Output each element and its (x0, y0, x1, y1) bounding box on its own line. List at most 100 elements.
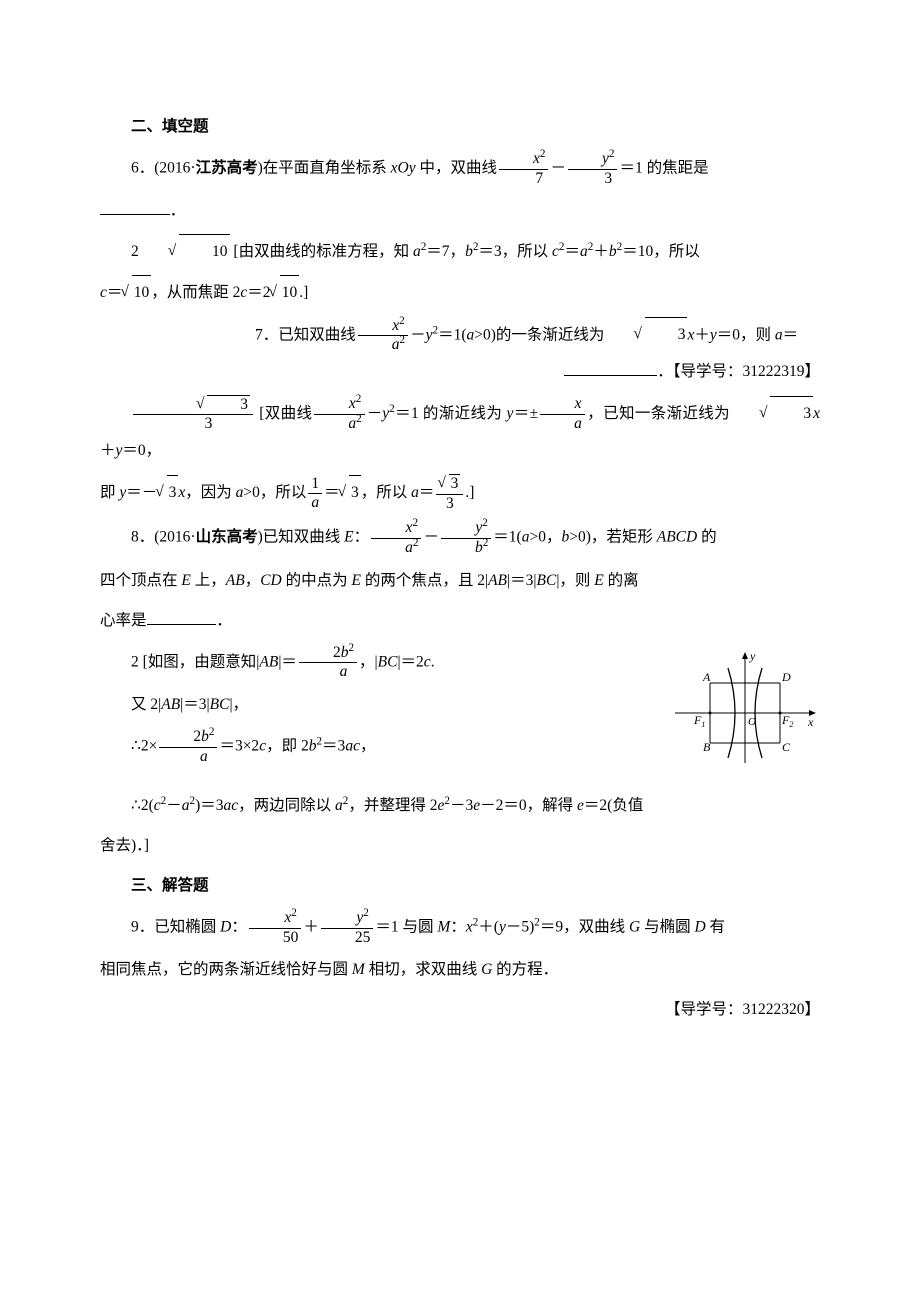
q7-sxan: x (540, 395, 585, 415)
q8-figure: A B C D F1 F2 O x y (670, 648, 820, 781)
q7-l2in: 1 (308, 475, 322, 495)
q6-2cval: 10 (280, 275, 300, 310)
q7-se1: ＝1 的渐近线为 (395, 405, 507, 422)
q9-pre: 9．已知椭圆 (131, 919, 220, 936)
q9-f2: y225 (321, 909, 374, 947)
q9-d50: 50 (249, 929, 302, 948)
q7-l2p: 即 (100, 484, 119, 501)
q7-sf: x2a2 (314, 395, 364, 433)
q6-blankdot: ． (170, 202, 186, 219)
q8-blank (147, 608, 217, 625)
q6-ab: a (580, 243, 588, 260)
q9-G: G (629, 919, 640, 936)
q9-x2: x (466, 919, 473, 936)
q7-aeq: a (775, 326, 783, 343)
q7-ss3: 3 (730, 396, 813, 431)
q7-gt0: >0)的一条渐近线为 (474, 326, 604, 343)
q8-sl4a: a (182, 797, 190, 814)
q9-M2: M (352, 961, 365, 978)
q6-c2v: ＝ (565, 243, 581, 260)
q8-AB2: AB (488, 572, 507, 589)
q8-sl2e: |＝3| (180, 696, 209, 713)
q8-sl3p: ∴2× (131, 738, 157, 755)
q7-l2m: ，因为 (185, 484, 235, 501)
q7-sol-2: 即 y＝－3x，因为 a>0，所以1a＝3，所以 a＝33.] (100, 474, 820, 513)
q9-e9: ＝9，双曲线 (540, 919, 629, 936)
q9-D: D (220, 919, 231, 936)
dot-F2 (779, 711, 782, 714)
label-y: y (749, 649, 756, 663)
q7-sol-1: 33 [双曲线x2a2－y2＝1 的渐近线为 y＝±xa，已知一条渐近线为3x＋… (100, 395, 820, 468)
q8-l2m2: 的中点为 (282, 572, 352, 589)
q6-minus: － (550, 160, 566, 177)
q7-ans: 33 (133, 395, 253, 434)
q7-pre: 7．已知双曲线 (255, 326, 356, 343)
q9-t1: 与椭圆 (640, 919, 694, 936)
q8-ga: >0， (529, 529, 561, 546)
q8-l2m3: 的两个焦点，且 2| (361, 572, 488, 589)
q9-body: 9．已知椭圆 D：x250＋y225＝1 与圆 M：x2＋(y－5)2＝9，双曲… (100, 909, 820, 947)
q8-body-2: 四个顶点在 E 上，AB，CD 的中点为 E 的两个焦点，且 2|AB|＝3|B… (100, 564, 820, 598)
q7-s3v: 3 (645, 317, 688, 352)
dot-F1 (709, 711, 712, 714)
q6-blank (100, 199, 170, 216)
q7-l2id: a (308, 494, 322, 513)
q8-sBC: BC (378, 653, 398, 670)
q8-f1: x2a2 (371, 519, 421, 557)
q7-l2res: 33 (436, 474, 463, 513)
q8-sl4e3: e (577, 797, 584, 814)
q7-eqend: ＝ (783, 326, 799, 343)
q8-sm: ，| (359, 653, 378, 670)
q7-sxa: xa (540, 395, 585, 433)
q7-l2inv: 1a (308, 475, 322, 513)
q7-minus: － (410, 326, 426, 343)
q8-db: b (475, 539, 483, 556)
q6-ans: 10 (179, 234, 230, 269)
q8-E: E (344, 529, 353, 546)
q7-ref: 【导学号：31222319】 (673, 363, 820, 380)
q8-sl4m3e: －3 (450, 797, 473, 814)
hyperbola-diagram: A B C D F1 F2 O x y (670, 648, 820, 768)
label-F1: F1 (693, 713, 705, 729)
q8-sl4mid: ，两边同除以 (238, 797, 335, 814)
q7-l2s3b: 3 (340, 475, 361, 510)
q9-col2: ： (450, 919, 466, 936)
q7-ss3v: 3 (770, 396, 813, 431)
q6-a: a (413, 243, 421, 260)
section-3-heading: 三、解答题 (100, 869, 820, 903)
q6-stail: ，从而焦距 2 (151, 284, 240, 301)
q9-G2: G (481, 961, 492, 978)
q6-bold: 江苏高考 (196, 160, 258, 177)
q8-sl2: 又 2| (131, 696, 161, 713)
q7-l2s3v: 3 (167, 475, 179, 510)
q8-sl2bc: BC (210, 696, 230, 713)
q6-scval: 10 (132, 275, 152, 310)
q8-da: a (405, 539, 413, 556)
q8-l2t: |，则 (556, 572, 594, 589)
q8-l2m: 上， (191, 572, 226, 589)
q8-sf1: 22bb2a (299, 644, 357, 682)
q9-ref: 【导学号：31222320】 (100, 993, 820, 1027)
q8-sl4e: )＝3 (195, 797, 223, 814)
q8-t1: )已知双曲线 (258, 529, 345, 546)
q8-sl4m: － (166, 797, 182, 814)
q6-t3: ＝1 的焦距是 (619, 160, 708, 177)
q8-sl4a2b: a (335, 797, 343, 814)
q8-sl4m2: －2＝0，解得 (480, 797, 577, 814)
q8-E2: E (181, 572, 190, 589)
q7-l2e2: ＝ (419, 484, 435, 501)
q6-t1: )在平面直角坐标系 (258, 160, 391, 177)
q9-e1: ＝1 与圆 (375, 919, 437, 936)
q9-l2: 相同焦点，它的两条渐近线恰好与圆 (100, 961, 352, 978)
q8-c: ， (245, 572, 261, 589)
q7-snx: x (349, 395, 356, 412)
q8-l2: 四个顶点在 (100, 572, 181, 589)
q7-l2so: ，所以 (361, 484, 411, 501)
q8-t2: 的 (697, 529, 716, 546)
q9-M: M (437, 919, 450, 936)
q7-a: a (392, 336, 400, 353)
q6-body: 6．(2016·江苏高考)在平面直角坐标系 xOy 中，双曲线x27－y23＝1… (100, 150, 820, 188)
q8-BC: BC (537, 572, 557, 589)
q9-t2: 有 (706, 919, 725, 936)
q8-sbd: a (299, 663, 357, 682)
